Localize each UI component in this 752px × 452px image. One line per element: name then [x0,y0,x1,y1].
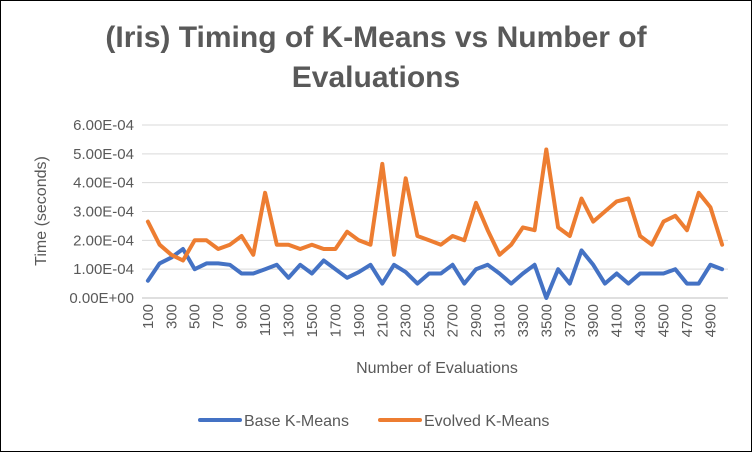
gridlines [142,124,728,299]
x-tick-label: 2700 [445,304,462,337]
x-tick-label: 3100 [491,304,508,337]
legend-label: Evolved K-Means [424,413,549,430]
x-axis-title: Number of Evaluations [356,360,518,377]
x-tick-label: 2300 [398,304,415,337]
legend: Base K-Means Evolved K-Means [198,413,549,430]
y-tick-label: 4.00E-04 [73,175,134,192]
chart-title-line-2: Evaluations [291,61,461,94]
y-tick-label: 0.00E+00 [69,290,134,307]
x-tick-label: 4100 [609,304,626,337]
chart-title: (Iris) Timing of K-Means vs Number of Ev… [0,18,752,98]
x-tick-label: 4900 [702,304,719,337]
x-tick-label: 4500 [656,304,673,337]
y-axis-title: Time (seconds) [33,156,50,266]
y-axis-ticks: 0.00E+00 1.00E-04 2.00E-04 3.00E-04 4.00E-04… [69,117,134,307]
legend-label: Base K-Means [244,413,349,430]
x-tick-label: 4300 [632,304,649,337]
x-tick-label: 1300 [281,304,298,337]
y-tick-label: 3.00E-04 [73,204,134,221]
y-tick-label: 2.00E-04 [73,232,134,249]
series-line-evolved-k-means [145,147,725,263]
x-tick-label: 100 [140,304,157,329]
x-tick-label: 1100 [257,304,274,336]
x-axis-ticks: 100 300 500 700 900 1100 1300 1500 1700 1900 2100 2… [140,304,720,337]
x-tick-label: 700 [210,304,227,329]
x-tick-label: 2500 [421,304,438,337]
x-tick-label: 900 [234,304,251,329]
x-tick-label: 1500 [304,304,321,337]
x-tick-label: 500 [187,304,204,329]
x-tick-label: 3900 [585,304,602,337]
y-tick-label: 1.00E-04 [73,261,134,278]
y-tick-label: 5.00E-04 [73,146,134,163]
x-tick-label: 2100 [374,304,391,337]
series-line-base-k-means [145,247,725,300]
series-lines [145,147,725,300]
x-tick-label: 1700 [327,304,344,337]
x-tick-label: 3300 [515,304,532,337]
x-tick-label: 3500 [538,304,555,337]
chart-title-line-1: (Iris) Timing of K-Means vs Number of [105,21,647,54]
x-tick-label: 4700 [679,304,696,337]
y-tick-label: 6.00E-04 [73,117,134,134]
x-tick-label: 300 [163,304,180,329]
x-tick-label: 2900 [468,304,485,337]
x-tick-label: 3700 [562,304,579,337]
x-tick-label: 1900 [351,304,368,337]
